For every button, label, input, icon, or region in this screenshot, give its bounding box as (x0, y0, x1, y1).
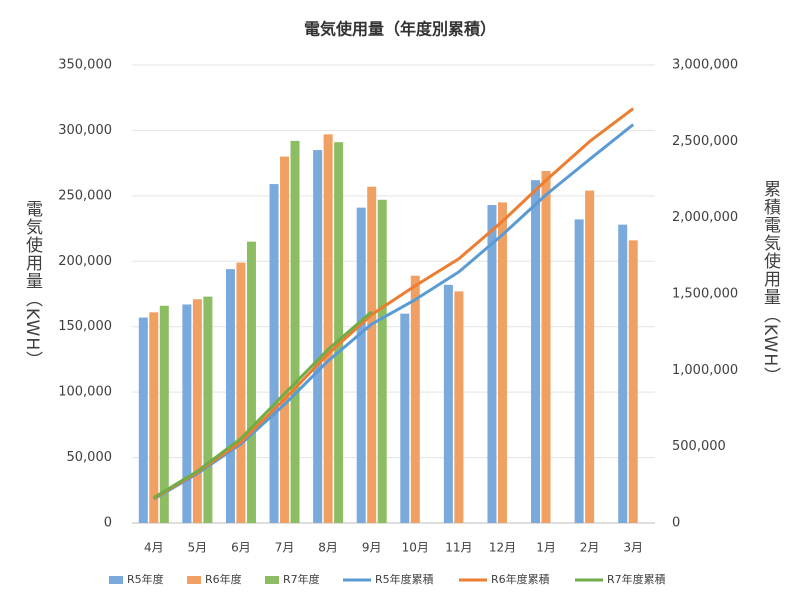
x-tick-label: 1月 (536, 541, 556, 555)
bar (531, 180, 541, 523)
y2-tick-label: 2,000,000 (672, 210, 738, 225)
y-tick-label: 150,000 (58, 319, 112, 334)
line (153, 107, 635, 500)
x-tick-label: 6月 (231, 541, 251, 555)
legend-swatch (265, 576, 279, 584)
legend-swatch (187, 576, 201, 584)
y-tick-label: 200,000 (58, 254, 112, 269)
bar (236, 262, 246, 523)
bar (313, 150, 323, 524)
y-tick-label: 0 (104, 516, 112, 531)
bar (367, 186, 377, 523)
bar (356, 207, 366, 524)
y-axis-label: 電気使用量（KWH） (22, 200, 42, 370)
bar (454, 291, 464, 523)
legend-swatch (109, 576, 123, 584)
bar (138, 317, 148, 523)
bar (487, 205, 497, 523)
bar (443, 284, 453, 523)
legend-label: R7年度 (283, 572, 320, 586)
bar (159, 305, 169, 523)
bar (149, 312, 159, 523)
bar (497, 202, 507, 523)
bar (203, 296, 213, 523)
y-tick-label: 250,000 (58, 188, 112, 203)
y2-tick-label: 500,000 (672, 439, 726, 454)
bar (269, 184, 279, 523)
bar (192, 299, 202, 523)
x-tick-label: 7月 (275, 541, 295, 555)
bar (377, 199, 387, 524)
y-tick-label: 350,000 (58, 58, 112, 73)
bar (585, 190, 595, 523)
legend-label: R6年度 (205, 572, 242, 586)
bar (290, 140, 300, 523)
line (153, 310, 373, 499)
x-tick-label: 9月 (362, 541, 382, 555)
y2-tick-label: 3,000,000 (672, 58, 738, 73)
bar (182, 304, 192, 523)
line (153, 123, 635, 501)
x-tick-label: 11月 (445, 541, 472, 555)
bar (410, 275, 420, 523)
legend-label: R7年度累積 (607, 572, 666, 586)
x-tick-label: 10月 (402, 541, 429, 555)
x-tick-label: 12月 (489, 541, 516, 555)
y-tick-label: 50,000 (67, 450, 113, 465)
x-tick-label: 4月 (144, 541, 164, 555)
bar (334, 142, 344, 523)
y-tick-label: 300,000 (58, 123, 112, 138)
x-tick-label: 8月 (318, 541, 338, 555)
legend-label: R6年度累積 (491, 572, 550, 586)
bar (225, 269, 235, 523)
chart-title: 電気使用量（年度別累積） (304, 20, 496, 39)
bar (280, 156, 290, 523)
x-tick-label: 5月 (188, 541, 208, 555)
bar (541, 170, 551, 523)
bar (574, 219, 584, 523)
legend-label: R5年度 (127, 572, 164, 586)
y-tick-label: 100,000 (58, 385, 112, 400)
bar (628, 240, 638, 523)
y2-tick-label: 0 (672, 516, 680, 531)
y2-axis-label: 累積電気使用量（KWH） (760, 180, 780, 386)
bar (323, 134, 333, 523)
x-tick-label: 3月 (623, 541, 643, 555)
y2-tick-label: 1,000,000 (672, 363, 738, 378)
y2-tick-label: 2,500,000 (672, 134, 738, 149)
x-tick-label: 2月 (580, 541, 600, 555)
legend-label: R5年度累積 (375, 572, 434, 586)
bar (618, 224, 628, 523)
bar (246, 241, 256, 523)
y2-tick-label: 1,500,000 (672, 287, 738, 302)
bar (400, 313, 410, 523)
